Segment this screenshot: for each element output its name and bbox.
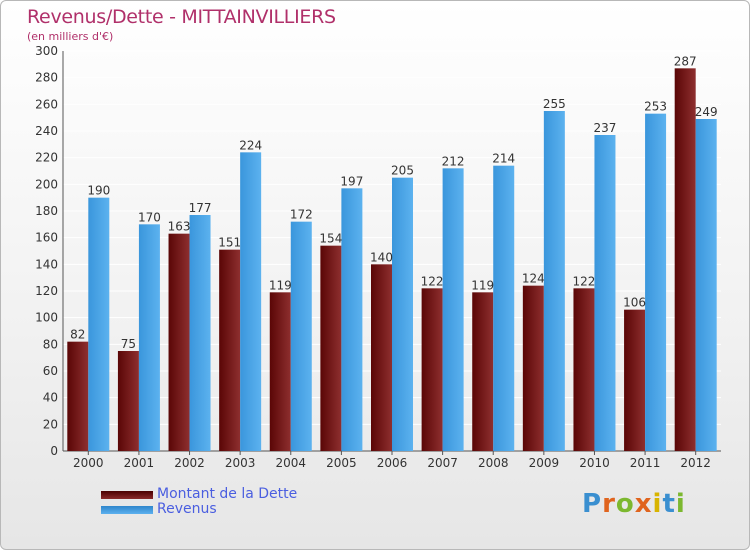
data-label-revenus: 197 bbox=[340, 174, 363, 188]
legend-item-revenus: Revenus bbox=[101, 502, 297, 517]
bar-revenus bbox=[189, 215, 211, 451]
data-label-dette: 119 bbox=[269, 278, 292, 292]
data-label-revenus: 237 bbox=[594, 121, 617, 135]
data-label-dette: 122 bbox=[421, 274, 444, 288]
data-labels: 82 190 75 170 163 177 151 224 119 172 154 197 140 205… bbox=[70, 54, 717, 351]
data-label-dette: 106 bbox=[623, 296, 646, 310]
data-label-revenus: 170 bbox=[138, 210, 161, 224]
bars bbox=[67, 68, 717, 452]
y-tick-label: 120 bbox=[35, 284, 58, 298]
legend-label-dette: Montant de la Dette bbox=[157, 486, 298, 502]
y-tick-label: 0 bbox=[50, 444, 58, 458]
x-tick-label: 2004 bbox=[275, 456, 306, 470]
bar-dette bbox=[269, 292, 291, 451]
y-tick-label: 160 bbox=[35, 231, 58, 245]
y-tick-label: 240 bbox=[35, 124, 58, 138]
y-tick-label: 80 bbox=[43, 337, 58, 351]
bar-revenus bbox=[543, 111, 565, 451]
data-label-dette: 119 bbox=[471, 278, 494, 292]
chart-subtitle: (en milliers d'€) bbox=[27, 30, 114, 43]
data-label-dette: 151 bbox=[218, 236, 241, 250]
bar-revenus bbox=[493, 165, 515, 451]
y-tick-label: 100 bbox=[35, 311, 58, 325]
y-tick-label: 200 bbox=[35, 177, 58, 191]
x-tick-label: 2003 bbox=[225, 456, 256, 470]
data-label-revenus: 172 bbox=[290, 208, 313, 222]
legend-swatch-dette bbox=[101, 490, 153, 499]
x-tick-label: 2012 bbox=[680, 456, 711, 470]
data-label-dette: 154 bbox=[319, 232, 342, 246]
bar-revenus bbox=[695, 119, 717, 451]
x-tick-label: 2006 bbox=[377, 456, 408, 470]
y-tick-label: 280 bbox=[35, 71, 58, 85]
bar-dette bbox=[472, 292, 494, 451]
x-tick-label: 2001 bbox=[124, 456, 155, 470]
x-tick-label: 2010 bbox=[579, 456, 610, 470]
data-label-dette: 124 bbox=[522, 272, 545, 286]
bar-dette bbox=[624, 309, 646, 451]
bar-revenus bbox=[645, 113, 667, 452]
data-label-revenus: 177 bbox=[189, 201, 212, 215]
bar-dette bbox=[421, 288, 443, 451]
bar-revenus bbox=[341, 188, 363, 452]
x-tick-label: 2007 bbox=[427, 456, 458, 470]
x-tick-label: 2000 bbox=[73, 456, 104, 470]
legend-item-dette: Montant de la Dette bbox=[101, 487, 297, 502]
y-tick-label: 260 bbox=[35, 97, 58, 111]
bar-dette bbox=[371, 264, 392, 451]
y-tick-label: 220 bbox=[35, 151, 58, 165]
bar-dette bbox=[573, 288, 595, 451]
data-label-revenus: 212 bbox=[442, 154, 465, 168]
y-tick-label: 300 bbox=[35, 44, 58, 58]
bar-revenus bbox=[594, 135, 616, 451]
x-tick-label: 2008 bbox=[478, 456, 509, 470]
bar-dette bbox=[320, 245, 342, 451]
y-tick-label: 140 bbox=[35, 257, 58, 271]
bar-dette bbox=[674, 68, 696, 451]
x-tick-label: 2011 bbox=[630, 456, 661, 470]
proxiti-logo: Proxiti bbox=[582, 489, 686, 519]
data-label-revenus: 255 bbox=[543, 97, 566, 111]
data-label-revenus: 249 bbox=[695, 105, 718, 119]
legend-swatch-revenus bbox=[101, 505, 153, 514]
bar-revenus bbox=[290, 221, 312, 451]
x-tick-label: 2009 bbox=[529, 456, 560, 470]
bar-revenus bbox=[442, 168, 464, 452]
data-label-revenus: 190 bbox=[87, 184, 110, 198]
data-label-dette: 140 bbox=[370, 250, 393, 264]
data-label-dette: 75 bbox=[121, 337, 136, 351]
bar-revenus bbox=[138, 224, 160, 451]
bar-dette bbox=[219, 249, 241, 451]
axes: 0 20 40 60 80 100 120 140 160 180 200 220 240 260 280 3… bbox=[35, 44, 721, 470]
data-label-dette: 163 bbox=[168, 220, 191, 234]
bar-dette bbox=[522, 285, 544, 451]
data-label-dette: 287 bbox=[674, 54, 697, 68]
legend-label-revenus: Revenus bbox=[157, 501, 217, 517]
bar-revenus bbox=[392, 177, 413, 451]
bar-revenus bbox=[88, 197, 110, 451]
legend: Montant de la Dette Revenus bbox=[101, 487, 297, 517]
data-label-revenus: 224 bbox=[239, 138, 262, 152]
y-tick-label: 60 bbox=[43, 364, 58, 378]
bar-dette bbox=[168, 233, 190, 451]
bar-revenus bbox=[240, 152, 262, 452]
y-tick-label: 20 bbox=[43, 417, 58, 431]
chart-title: Revenus/Dette - MITTAINVILLIERS bbox=[27, 6, 336, 28]
data-label-revenus: 253 bbox=[644, 100, 667, 114]
bar-dette bbox=[117, 351, 139, 451]
y-tick-label: 180 bbox=[35, 204, 58, 218]
y-tick-label: 40 bbox=[43, 391, 58, 405]
x-tick-label: 2002 bbox=[174, 456, 205, 470]
bar-dette bbox=[67, 341, 89, 451]
data-label-revenus: 214 bbox=[492, 152, 515, 166]
data-label-dette: 122 bbox=[573, 274, 596, 288]
x-tick-label: 2005 bbox=[326, 456, 357, 470]
data-label-dette: 82 bbox=[70, 328, 85, 342]
data-label-revenus: 205 bbox=[391, 164, 414, 178]
